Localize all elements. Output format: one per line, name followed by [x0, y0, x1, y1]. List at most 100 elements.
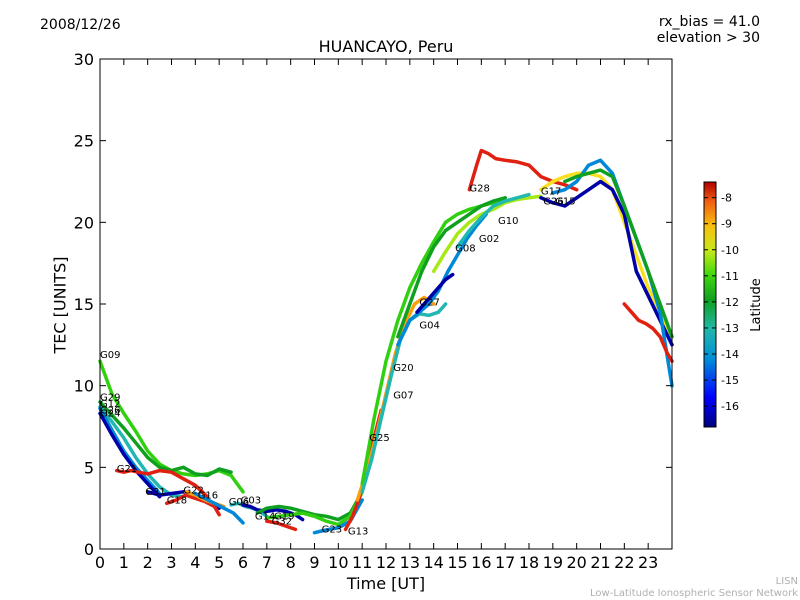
- x-tick-label: 21: [590, 553, 610, 572]
- sat-label-g04-20: G04: [419, 321, 439, 332]
- bias-info: rx_bias = 41.0 elevation > 30: [657, 14, 760, 46]
- x-tick-label: 10: [328, 553, 348, 572]
- series-g26b-27: [539, 179, 674, 347]
- x-tick-label: 23: [638, 553, 658, 572]
- x-tick-label: 5: [214, 553, 224, 572]
- y-tick-label: 25: [74, 132, 94, 151]
- y-tick-label: 10: [74, 377, 94, 396]
- x-tick-label: 2: [143, 553, 153, 572]
- x-tick-label: 3: [166, 553, 176, 572]
- series-g24-4: [98, 411, 162, 499]
- series-g18-7: [164, 493, 221, 517]
- rx-bias-text: rx_bias = 41.0: [658, 14, 760, 30]
- sat-label-g02-23: G02: [479, 234, 499, 245]
- series-g32-14: [265, 519, 298, 532]
- x-tick-label: 19: [543, 553, 563, 572]
- y-tick-label: 0: [84, 540, 94, 559]
- y-tick-label: 15: [74, 295, 94, 314]
- satellite-label-layer: G09G29G12G26G24G21G31G18G22G16G06G03G14G…: [100, 183, 576, 537]
- x-tick-label: 20: [566, 553, 586, 572]
- sat-label-g26-3: G26: [100, 405, 120, 416]
- x-tick-label: 22: [614, 553, 634, 572]
- colorbar-tick-layer: -8 -9 -10 -11 -12 -13 -14 -15 -16: [704, 192, 739, 413]
- series-g29-1: [98, 400, 233, 478]
- colorbar-tick-label: -8: [721, 192, 732, 205]
- sat-label-g07-18: G07: [393, 391, 413, 402]
- chart-title: HUANCAYO, Peru: [318, 37, 454, 56]
- colorbar: -8 -9 -10 -11 -12 -13 -14 -15 -16 Latitude: [703, 181, 764, 428]
- sat-label-g23-15: G23: [322, 525, 342, 536]
- colorbar-tick-label: -10: [721, 244, 739, 257]
- sat-label-g10-24: G10: [498, 216, 518, 227]
- colorbar-tick-label: -16: [721, 400, 739, 413]
- sat-label-g20-19: G20: [393, 363, 413, 374]
- elevation-text: elevation > 30: [656, 30, 760, 46]
- series-g21-5: [114, 468, 210, 499]
- series-g27-21: [415, 272, 455, 314]
- x-tick-label: 0: [95, 553, 105, 572]
- colorbar-tick-label: -11: [721, 270, 739, 283]
- x-tick-label: 11: [352, 553, 372, 572]
- x-tick-label: 18: [519, 553, 539, 572]
- y-tick-label: 5: [84, 458, 94, 477]
- x-tick-label: 15: [447, 553, 467, 572]
- colorbar-gradient: [703, 181, 717, 428]
- sat-label-g29-1: G29: [100, 392, 120, 403]
- series-g16-9: [193, 491, 245, 525]
- sat-label-g06-10: G06: [229, 497, 249, 508]
- series-g26-3: [98, 406, 162, 496]
- series-g11-29: [563, 168, 674, 339]
- series-g08-22: [396, 196, 507, 339]
- footer-org-short: LISN: [775, 576, 798, 587]
- x-tick-label: 1: [119, 553, 129, 572]
- footer-credit: LISN Low-Latitude Ionospheric Sensor Net…: [590, 576, 798, 600]
- sat-label-g32-14: G32: [272, 517, 292, 528]
- y-tick-layer: 0 5 10 15 20 25 30: [74, 50, 672, 559]
- sat-label-g22-8: G22: [183, 486, 203, 497]
- x-tick-label: 12: [376, 553, 396, 572]
- colorbar-tick-label: -9: [721, 218, 732, 231]
- series-g10-24: [455, 192, 531, 249]
- colorbar-tick-label: -14: [721, 348, 739, 361]
- x-tick-label: 8: [286, 553, 296, 572]
- sat-label-g14-12: G14: [255, 512, 275, 523]
- sat-label-g21-5: G21: [117, 464, 137, 475]
- sat-label-g27-21: G27: [419, 298, 439, 309]
- colorbar-tick-label: -12: [721, 296, 739, 309]
- x-tick-label: 14: [423, 553, 443, 572]
- colorbar-tick-label: -13: [721, 322, 739, 335]
- x-tick-layer: 0 1 2 3 4 5 6 7 8 9 10 11 12 13 14 15 16 17 18 19 20 21 22 23: [95, 59, 658, 572]
- sat-label-g24-4: G24: [100, 409, 120, 420]
- x-tick-label: 16: [471, 553, 491, 572]
- sat-label-g08-22: G08: [455, 244, 475, 255]
- colorbar-label: Latitude: [749, 278, 764, 332]
- sat-label-g18-7: G18: [167, 495, 187, 506]
- colorbar-tick-label: -15: [721, 374, 739, 387]
- sat-label-g25-17: G25: [369, 433, 389, 444]
- footer-org-long: Low-Latitude Ionospheric Sensor Network: [590, 588, 798, 599]
- x-tick-label: 9: [309, 553, 319, 572]
- y-tick-label: 30: [74, 50, 94, 69]
- sat-label-g17-26: G17: [541, 187, 561, 198]
- x-tick-label: 4: [190, 553, 200, 572]
- sat-label-g13-16: G13: [348, 526, 368, 537]
- sat-label-g28-25: G28: [469, 183, 489, 194]
- series-g05-30: [622, 302, 674, 363]
- sat-label-g15-28: G15: [555, 196, 575, 207]
- sat-label-g09-0: G09: [100, 350, 120, 361]
- sat-label-g12-2: G12: [100, 399, 120, 410]
- x-axis-label: Time [UT]: [346, 574, 426, 593]
- sat-label-g16-9: G16: [198, 490, 218, 501]
- sat-label-g26-27: G26: [543, 196, 563, 207]
- y-tick-label: 20: [74, 213, 94, 232]
- date-label: 2008/12/26: [40, 17, 121, 33]
- series-g17-26: [539, 171, 674, 339]
- x-tick-label: 6: [238, 553, 248, 572]
- series-layer: [98, 148, 674, 535]
- sat-label-g31-6: G31: [145, 487, 165, 498]
- x-tick-label: 7: [262, 553, 272, 572]
- x-tick-label: 13: [400, 553, 420, 572]
- sat-label-g19-13: G19: [274, 512, 294, 523]
- x-tick-label: 17: [495, 553, 515, 572]
